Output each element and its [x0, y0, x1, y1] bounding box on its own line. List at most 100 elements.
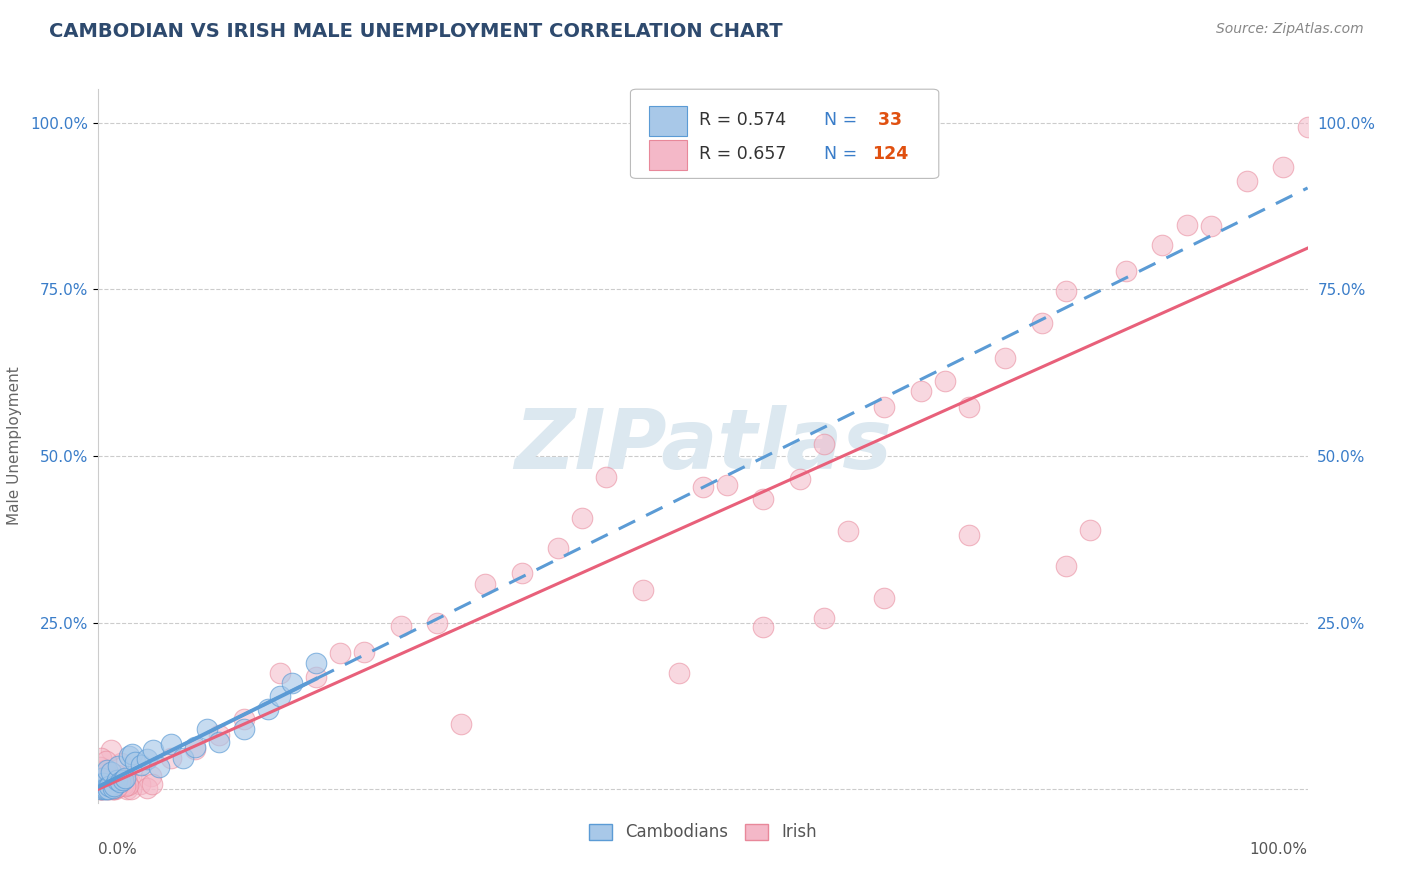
Text: R = 0.574: R = 0.574: [699, 111, 786, 128]
Bar: [648, 140, 688, 169]
Point: [873, 401, 896, 415]
Point: [160, 751, 183, 765]
Point: [105, 768, 128, 782]
Text: 0.0%: 0.0%: [98, 842, 138, 857]
Point: [104, 775, 127, 789]
Point: [142, 743, 165, 757]
Point: [957, 528, 980, 542]
Point: [208, 728, 231, 742]
Point: [1175, 218, 1198, 232]
Text: N =: N =: [824, 145, 863, 163]
FancyBboxPatch shape: [630, 89, 939, 178]
Point: [90, 780, 112, 795]
Point: [789, 472, 811, 486]
Point: [957, 400, 980, 414]
Point: [90, 781, 112, 796]
Point: [105, 780, 128, 794]
Point: [91, 771, 114, 785]
Point: [97, 781, 120, 796]
Point: [129, 757, 152, 772]
Point: [103, 780, 125, 795]
Point: [93, 781, 115, 796]
Text: R = 0.657: R = 0.657: [699, 145, 787, 163]
Point: [510, 566, 533, 581]
Point: [160, 737, 183, 751]
Point: [1199, 219, 1222, 233]
Text: 33: 33: [872, 111, 903, 128]
Point: [90, 774, 112, 789]
Point: [93, 765, 115, 780]
Point: [595, 470, 617, 484]
Point: [114, 779, 136, 793]
Text: 124: 124: [872, 145, 908, 163]
Point: [90, 781, 112, 796]
Point: [571, 510, 593, 524]
Point: [90, 778, 112, 792]
Point: [100, 742, 122, 756]
Point: [105, 772, 128, 787]
Bar: [648, 105, 688, 136]
Point: [98, 779, 121, 793]
Point: [305, 670, 328, 684]
Point: [631, 582, 654, 597]
Point: [232, 712, 254, 726]
Point: [141, 777, 163, 791]
Point: [128, 777, 150, 791]
Point: [98, 774, 121, 789]
Point: [96, 772, 118, 786]
Point: [111, 772, 134, 787]
Point: [329, 646, 352, 660]
Point: [108, 773, 131, 788]
Text: N =: N =: [824, 111, 863, 128]
Point: [305, 656, 328, 670]
Text: CAMBODIAN VS IRISH MALE UNEMPLOYMENT CORRELATION CHART: CAMBODIAN VS IRISH MALE UNEMPLOYMENT COR…: [49, 22, 783, 41]
Point: [813, 437, 835, 451]
Point: [89, 777, 111, 791]
Point: [94, 772, 117, 787]
Point: [94, 777, 117, 791]
Point: [91, 780, 114, 795]
Point: [100, 769, 122, 783]
Point: [90, 772, 112, 787]
Point: [89, 759, 111, 773]
Point: [90, 781, 112, 796]
Point: [114, 772, 136, 786]
Point: [91, 770, 114, 784]
Point: [103, 780, 125, 794]
Point: [110, 773, 132, 788]
Point: [117, 778, 139, 792]
Point: [1296, 120, 1319, 134]
Point: [1236, 173, 1258, 187]
Point: [1031, 316, 1053, 330]
Point: [94, 777, 117, 791]
Point: [105, 780, 128, 795]
Point: [269, 689, 291, 703]
Point: [90, 776, 112, 790]
Point: [89, 781, 111, 796]
Point: [101, 780, 124, 795]
Text: 100.0%: 100.0%: [1250, 842, 1308, 857]
Y-axis label: Male Unemployment: Male Unemployment: [7, 367, 21, 525]
Point: [692, 480, 714, 494]
Point: [89, 778, 111, 792]
Text: Source: ZipAtlas.com: Source: ZipAtlas.com: [1216, 22, 1364, 37]
Point: [426, 615, 449, 630]
Point: [813, 611, 835, 625]
Point: [208, 735, 231, 749]
Point: [91, 774, 114, 789]
Point: [752, 491, 775, 506]
Point: [97, 769, 120, 783]
Point: [89, 774, 111, 789]
Point: [269, 666, 291, 681]
Point: [110, 776, 132, 790]
Point: [98, 779, 121, 793]
Point: [100, 773, 122, 788]
Point: [994, 351, 1017, 365]
Point: [281, 675, 304, 690]
Point: [353, 644, 375, 658]
Point: [96, 780, 118, 794]
Point: [94, 754, 117, 768]
Point: [389, 618, 412, 632]
Point: [135, 752, 157, 766]
Point: [934, 374, 956, 388]
